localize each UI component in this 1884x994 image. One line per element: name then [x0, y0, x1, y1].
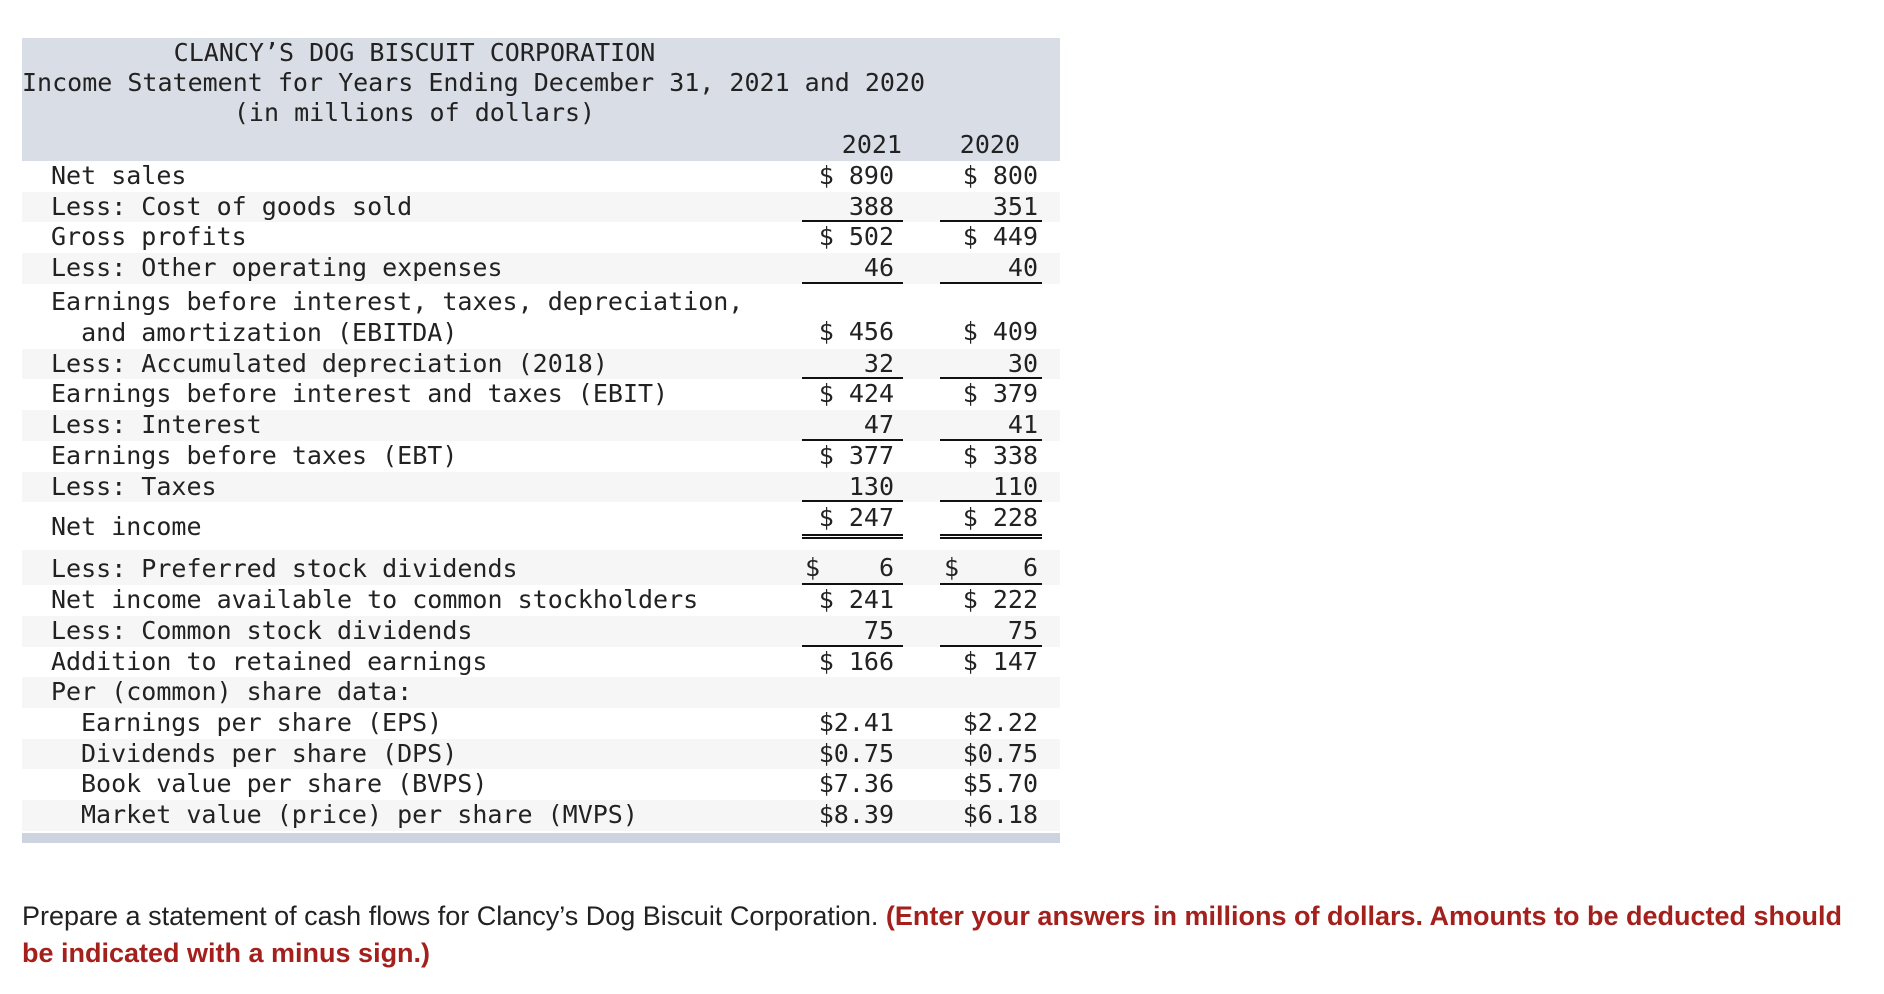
value-2020: $ 449 [962, 222, 1038, 252]
row-label: Gross profits [51, 222, 247, 252]
value-2020: 30 [940, 349, 1042, 380]
row-label: Per (common) share data: [51, 677, 413, 707]
row-label: Net income available to common stockhold… [51, 585, 699, 615]
value-2020: $ 800 [962, 161, 1038, 190]
value-2020: $ 222 [962, 585, 1038, 615]
income-statement-table: CLANCY’S DOG BISCUIT CORPORATION Income … [22, 38, 1060, 831]
table-row-common-dividends: Less: Common stock dividends 75 75 [22, 615, 1060, 647]
table-row-ebit: Earnings before interest and taxes (EBIT… [22, 379, 1060, 410]
table-row-addition-retained-earnings: Addition to retained earnings $ 166 $ 14… [22, 647, 1060, 678]
value-2020: $ 338 [962, 440, 1038, 470]
value-2020: $6 [940, 553, 1042, 586]
row-label: Less: Accumulated depreciation (2018) [51, 348, 608, 378]
row-label-line2: and amortization (EBITDA) [51, 317, 458, 347]
value-2021: 75 [802, 616, 903, 647]
question-prompt: Prepare a statement of cash flows for Cl… [22, 898, 1872, 972]
table-row-per-share-header: Per (common) share data: [22, 677, 1060, 708]
row-label: Market value (price) per share (MVPS) [81, 800, 638, 829]
prompt-text: Prepare a statement of cash flows for Cl… [22, 901, 886, 931]
table-row-ebt: Earnings before taxes (EBT) $ 377 $ 338 [22, 441, 1060, 472]
value-2021: $6 [802, 553, 903, 586]
table-footer-bar [22, 833, 1060, 843]
table-row-net-income-available-common: Net income available to common stockhold… [22, 585, 1060, 616]
row-label: Net income [51, 512, 202, 542]
table-row-other-operating-expenses: Less: Other operating expenses 46 40 [22, 253, 1060, 284]
value-2021: $ 241 [818, 585, 894, 615]
value-2020: $0.75 [962, 738, 1038, 768]
value-2020: 40 [940, 253, 1042, 284]
value-2020: $5.70 [962, 769, 1038, 799]
row-label: Net sales [51, 161, 187, 190]
value-2020: 351 [940, 192, 1042, 223]
row-label: Less: Taxes [51, 471, 217, 501]
value-2021: 47 [802, 410, 903, 441]
row-label: Less: Other operating expenses [51, 253, 503, 283]
row-label-line1: Earnings before interest, taxes, depreci… [51, 286, 744, 316]
value-2020: 75 [940, 616, 1042, 647]
value-2021: 46 [802, 253, 903, 284]
table-row-preferred-dividends: Less: Preferred stock dividends $6 $6 [22, 550, 1060, 586]
table-row-interest: Less: Interest 47 41 [22, 410, 1060, 441]
dollar-sign: $ [805, 553, 821, 583]
value: 6 [1022, 553, 1038, 583]
column-header-2021: 2021 [841, 130, 902, 159]
table-row-accumulated-depreciation: Less: Accumulated depreciation (2018) 32… [22, 348, 1060, 380]
value-2021: 130 [802, 472, 903, 503]
row-label: Earnings before interest and taxes (EBIT… [51, 379, 669, 409]
row-label: Less: Preferred stock dividends [51, 554, 518, 584]
table-row-ebitda: Earnings before interest, taxes, depreci… [22, 284, 1060, 349]
prompt-instruction: (Enter your answers in millions of dolla… [22, 901, 1843, 968]
value-2020: $ 147 [962, 646, 1038, 676]
value-2021: $ 502 [818, 222, 894, 252]
value-2021: $ 166 [818, 646, 894, 676]
table-row-net-sales: Net sales $ 890 $ 800 [22, 161, 1060, 192]
table-row-net-income: Net income $ 247 $ 228 [22, 502, 1060, 550]
row-label: Less: Interest [51, 410, 262, 440]
statement-title: Income Statement for Years Ending Decemb… [22, 68, 926, 97]
value-2020: 41 [940, 410, 1042, 441]
row-label: Addition to retained earnings [51, 646, 488, 676]
value-2021: $ 456 [818, 316, 894, 346]
value-2020: $2.22 [962, 707, 1038, 737]
table-row-taxes: Less: Taxes 130 110 [22, 471, 1060, 503]
value-2021: $ 247 [802, 503, 903, 540]
column-header-2020: 2020 [959, 130, 1020, 159]
value-2020: 110 [940, 472, 1042, 503]
table-row-gross-profits: Gross profits $ 502 $ 449 [22, 222, 1060, 253]
row-label: Less: Common stock dividends [51, 615, 473, 645]
statement-units: (in millions of dollars) [233, 98, 596, 127]
value-2020: $ 228 [940, 503, 1042, 540]
value-2020: $6.18 [962, 800, 1038, 829]
value-2021: $7.36 [818, 769, 894, 799]
row-label: Earnings per share (EPS) [81, 707, 443, 737]
row-label: Earnings before taxes (EBT) [51, 440, 458, 470]
value-2021: $ 377 [818, 440, 894, 470]
company-name: CLANCY’S DOG BISCUIT CORPORATION [173, 38, 656, 67]
table-row-eps: Earnings per share (EPS) $2.41 $2.22 [22, 708, 1060, 739]
value-2021: $ 424 [818, 379, 894, 409]
dollar-sign: $ [944, 553, 960, 583]
statement-header: CLANCY’S DOG BISCUIT CORPORATION Income … [22, 38, 1060, 161]
table-row-dps: Dividends per share (DPS) $0.75 $0.75 [22, 738, 1060, 770]
table-row-mvps: Market value (price) per share (MVPS) $8… [22, 800, 1060, 831]
value-2021: 388 [802, 192, 903, 223]
value-2021: 32 [802, 349, 903, 380]
row-label: Dividends per share (DPS) [81, 738, 458, 768]
value-2021: $0.75 [818, 738, 894, 768]
value-2021: $ 890 [818, 161, 894, 190]
table-row-bvps: Book value per share (BVPS) $7.36 $5.70 [22, 769, 1060, 800]
row-label: Book value per share (BVPS) [81, 769, 488, 799]
table-row-cogs: Less: Cost of goods sold 388 351 [22, 191, 1060, 223]
row-label: Less: Cost of goods sold [51, 191, 413, 221]
value-2021: $8.39 [818, 800, 894, 829]
value: 6 [878, 553, 894, 583]
value-2020: $ 409 [962, 316, 1038, 346]
value-2021: $2.41 [818, 707, 894, 737]
value-2020: $ 379 [962, 379, 1038, 409]
row-label: Earnings before interest, taxes, depreci… [51, 286, 743, 348]
